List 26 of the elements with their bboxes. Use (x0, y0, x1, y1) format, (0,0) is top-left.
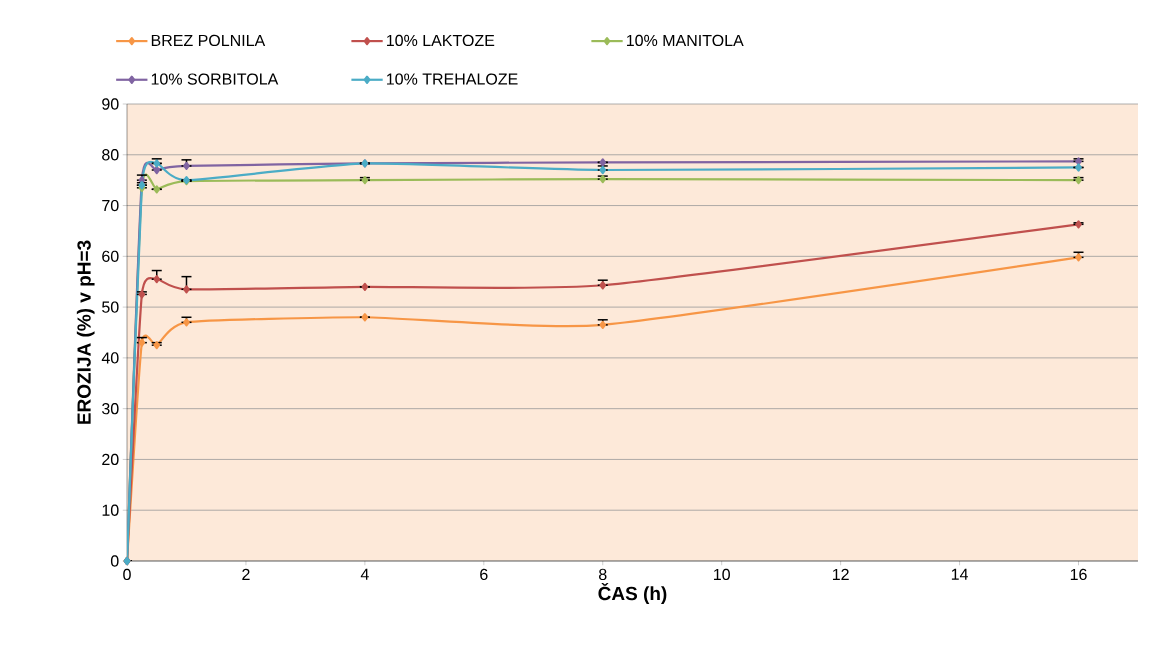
y-tick-label: 60 (102, 250, 119, 262)
y-tick-label: 40 (101, 352, 119, 364)
legend-label: 10% LAKTOZE (387, 34, 495, 47)
x-axis-title: ČAS (h) (598, 582, 667, 604)
x-tick-label: 4 (360, 568, 369, 580)
x-tick-label: 16 (1070, 568, 1087, 581)
y-tick-label: 30 (102, 403, 119, 415)
y-tick-label: 70 (102, 199, 119, 212)
x-tick-label: 10 (714, 568, 730, 581)
y-axis-title: EROZIJA (%) v pH=3 (76, 240, 95, 424)
y-tick-label: 0 (110, 555, 119, 567)
x-tick-label: 6 (480, 568, 488, 581)
legend-label: 10% MANITOLA (626, 34, 744, 47)
y-tick-label: 20 (102, 453, 119, 466)
x-tick-label: 2 (242, 568, 250, 580)
legend-label: BREZ POLNILA (151, 34, 266, 47)
x-tick-label: 8 (599, 568, 607, 581)
y-tick-label: 10 (102, 504, 119, 516)
x-tick-label: 14 (951, 568, 968, 580)
x-tick-label: 12 (832, 568, 849, 580)
y-tick-label: 90 (102, 98, 119, 110)
x-tick-label: 0 (123, 568, 131, 581)
y-tick-label: 50 (102, 301, 119, 313)
legend-label: 10% TREHALOZE (387, 73, 518, 85)
legend-label: 10% SORBITOLA (151, 73, 279, 85)
y-tick-label: 80 (102, 149, 119, 161)
